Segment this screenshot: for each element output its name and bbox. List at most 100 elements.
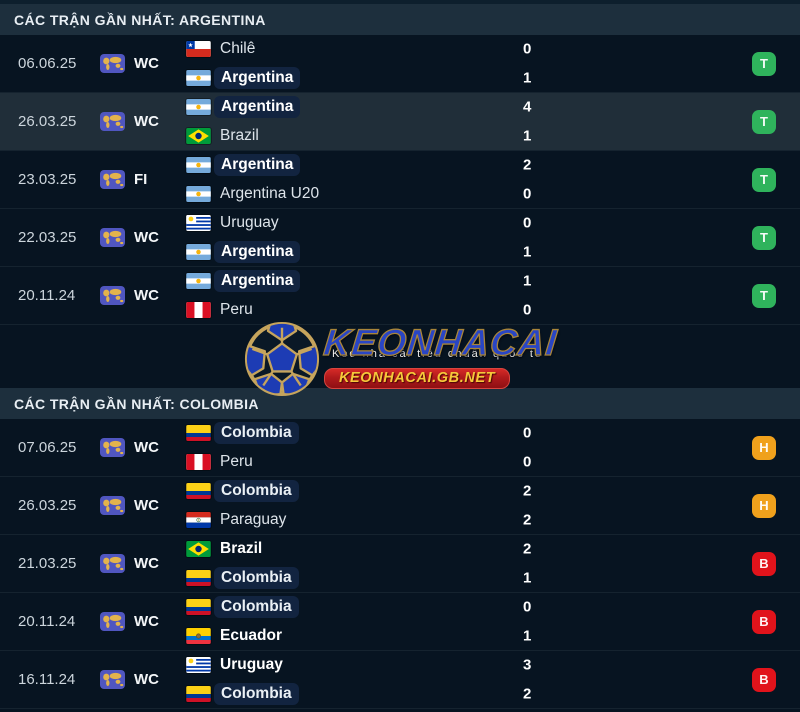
team-name: Ecuador [220, 626, 283, 644]
top-strip [0, 0, 800, 4]
away-team: Argentina 1 [186, 238, 740, 267]
competition-label: WC [134, 287, 159, 304]
team-name: Chilê [220, 40, 256, 58]
competition-label: WC [134, 439, 159, 456]
away-score: 2 [523, 511, 532, 529]
flag-argentina-icon [186, 157, 211, 174]
team-name: Uruguay [220, 656, 283, 674]
competition: WC [100, 267, 159, 324]
match-teams: Chilê 0 Argentina 1 [186, 35, 740, 92]
keonhacai-banner-link[interactable]: KEONHACAI.GB.NET [323, 368, 511, 389]
team-name: Argentina U20 [220, 184, 320, 202]
result-badge: T [752, 167, 776, 192]
team-name: Uruguay [220, 214, 279, 232]
team-name: Argentina [214, 66, 301, 89]
match-row[interactable]: 21.03.25 WC Brazil [0, 535, 800, 593]
team-name: Colombia [214, 422, 299, 445]
competition-label: FI [134, 171, 148, 188]
match-date: 26.03.25 [18, 113, 77, 130]
match-row[interactable]: 20.11.24 WC Colombia [0, 593, 800, 651]
match-row[interactable]: 16.11.24 WC Uruguay [0, 651, 800, 709]
match-date: 23.03.25 [18, 171, 77, 188]
home-team: Argentina 1 [186, 267, 740, 296]
team-name: Argentina [214, 154, 301, 177]
away-team: Argentina U20 0 [186, 180, 740, 209]
worldcup-icon [100, 54, 125, 73]
team-name: Colombia [214, 566, 299, 589]
team-name: Peru [220, 300, 253, 318]
match-teams: Uruguay 3 Colombia 2 [186, 651, 740, 708]
flag-argentina-icon [186, 243, 211, 260]
section-header-colombia: CÁC TRẬN GẦN NHẤT: COLOMBIA [0, 388, 800, 419]
team-name: Argentina [214, 270, 301, 293]
home-team: Uruguay 0 [186, 209, 740, 238]
match-date: 26.03.25 [18, 497, 77, 514]
result-badge: B [752, 667, 776, 692]
section-title: CÁC TRẬN GẦN NHẤT: ARGENTINA [14, 11, 266, 28]
competition: WC [100, 651, 159, 708]
away-team: Colombia 2 [186, 680, 740, 709]
competition: WC [100, 477, 159, 534]
match-row[interactable]: 26.03.25 WC Colombia [0, 477, 800, 535]
home-score: 0 [523, 424, 532, 442]
away-team: Brazil 1 [186, 122, 740, 151]
worldcup-icon [100, 496, 125, 515]
home-score: 2 [523, 540, 532, 558]
match-row[interactable]: 20.11.24 WC Argentina [0, 267, 800, 325]
home-team: Colombia 0 [186, 419, 740, 448]
worldcup-icon [100, 228, 125, 247]
home-team: Argentina 4 [186, 93, 740, 122]
match-teams: Colombia 2 Paraguay 2 [186, 477, 740, 534]
flag-uruguay-icon [186, 657, 211, 674]
away-score: 1 [523, 627, 532, 645]
result-badge: H [752, 493, 776, 518]
match-row[interactable]: 23.03.25 FI Argentina [0, 151, 800, 209]
flag-colombia-icon [186, 425, 211, 442]
home-score: 4 [523, 98, 532, 116]
competition-label: WC [134, 229, 159, 246]
flag-colombia-icon [186, 483, 211, 500]
competition-label: WC [134, 555, 159, 572]
competition-label: WC [134, 497, 159, 514]
result-badge: T [752, 109, 776, 134]
away-team: Paraguay 2 [186, 506, 740, 535]
match-row[interactable]: 07.06.25 WC Colombia [0, 419, 800, 477]
away-team: Ecuador 1 [186, 622, 740, 651]
result-badge: T [752, 51, 776, 76]
worldcup-icon [100, 170, 125, 189]
match-teams: Argentina 4 Brazil 1 [186, 93, 740, 150]
away-score: 2 [523, 685, 532, 703]
home-score: 3 [523, 656, 532, 674]
argentina-match-list: 06.06.25 WC Chilê [0, 35, 800, 325]
team-name: Peru [220, 452, 253, 470]
match-teams: Colombia 0 Ecuador 1 [186, 593, 740, 650]
match-teams: Brazil 2 Colombia 1 [186, 535, 740, 592]
flag-peru-icon [186, 453, 211, 470]
result-badge: B [752, 609, 776, 634]
home-score: 0 [523, 598, 532, 616]
result-badge: T [752, 225, 776, 250]
flag-paraguay-icon [186, 511, 211, 528]
match-row[interactable]: 22.03.25 WC Uruguay [0, 209, 800, 267]
away-team: Argentina 1 [186, 64, 740, 93]
match-teams: Argentina 2 Argentina U20 0 [186, 151, 740, 208]
away-score: 0 [523, 453, 532, 471]
worldcup-icon [100, 112, 125, 131]
home-team: Brazil 2 [186, 535, 740, 564]
result-badge: T [752, 283, 776, 308]
competition-label: WC [134, 613, 159, 630]
competition-label: WC [134, 113, 159, 130]
competition: WC [100, 419, 159, 476]
worldcup-icon [100, 438, 125, 457]
team-name: Colombia [214, 682, 299, 705]
team-name: Brazil [220, 126, 259, 144]
home-score: 2 [523, 156, 532, 174]
competition: WC [100, 35, 159, 92]
match-date: 06.06.25 [18, 55, 77, 72]
match-row[interactable]: 06.06.25 WC Chilê [0, 35, 800, 93]
home-team: Uruguay 3 [186, 651, 740, 680]
home-score: 0 [523, 214, 532, 232]
team-name: Argentina [214, 240, 301, 263]
home-score: 1 [523, 272, 532, 290]
match-row[interactable]: 26.03.25 WC Argentina [0, 93, 800, 151]
